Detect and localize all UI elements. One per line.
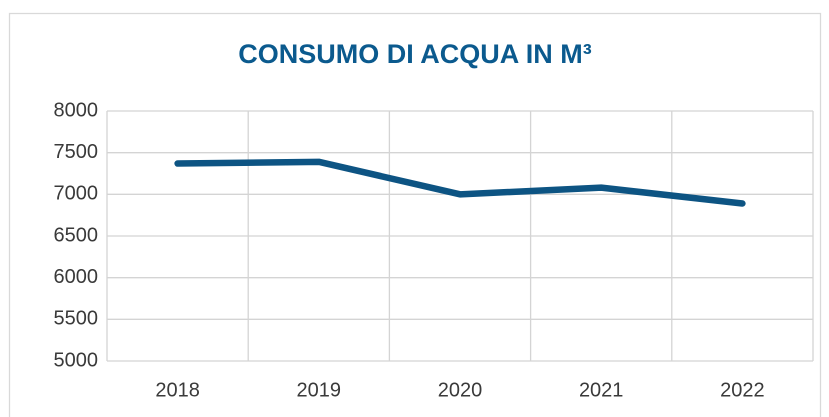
y-tick-label: 6500 [54,224,99,246]
chart-border [8,12,822,417]
x-tick-label: 2022 [720,379,765,401]
y-tick-label: 5500 [54,308,99,330]
y-tick-label: 7500 [54,141,99,163]
y-tick-label: 5000 [54,349,99,371]
chart-title: CONSUMO DI ACQUA IN M³ [238,39,591,69]
y-tick-label: 6000 [54,266,99,288]
x-tick-label: 2020 [438,379,483,401]
y-tick-label: 8000 [54,99,99,121]
y-tick-label: 7000 [54,183,99,205]
x-tick-label: 2018 [155,379,200,401]
x-tick-label: 2019 [297,379,342,401]
line-series [174,158,746,207]
x-tick-label: 2021 [579,379,624,401]
